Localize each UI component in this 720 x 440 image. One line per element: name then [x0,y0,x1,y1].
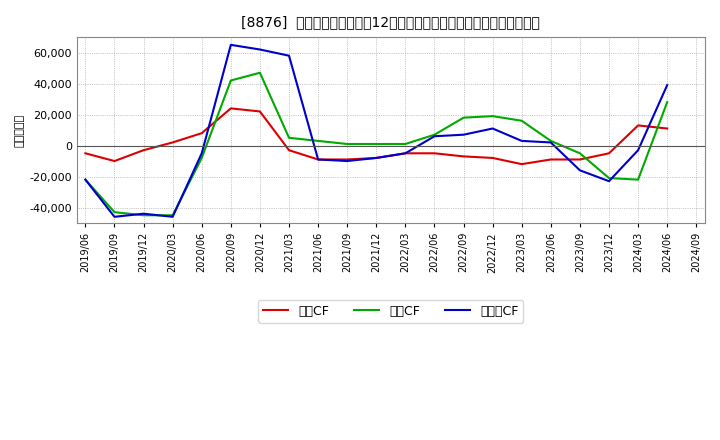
営業CF [634,123,642,128]
フリーCF [256,47,264,52]
投資CF [168,213,177,218]
営業CF [343,157,351,162]
営業CF [168,140,177,145]
投資CF [343,141,351,147]
営業CF [546,157,555,162]
投資CF [430,132,438,137]
投資CF [459,115,468,120]
営業CF [372,155,381,161]
営業CF [430,150,438,156]
営業CF [605,150,613,156]
Legend: 営業CF, 投資CF, フリーCF: 営業CF, 投資CF, フリーCF [258,300,523,323]
フリーCF [227,42,235,48]
営業CF [459,154,468,159]
投資CF [110,209,119,215]
営業CF [401,150,410,156]
フリーCF [284,53,293,59]
フリーCF [343,158,351,164]
営業CF [81,150,90,156]
投資CF [605,176,613,181]
フリーCF [575,168,584,173]
投資CF [518,118,526,123]
投資CF [227,78,235,83]
投資CF [663,99,672,105]
フリーCF [546,140,555,145]
フリーCF [518,138,526,143]
営業CF [518,161,526,167]
フリーCF [634,147,642,153]
投資CF [401,141,410,147]
営業CF [488,155,497,161]
投資CF [139,213,148,218]
投資CF [575,150,584,156]
投資CF [488,114,497,119]
フリーCF [401,150,410,156]
Line: 営業CF: 営業CF [86,108,667,164]
投資CF [314,138,323,143]
フリーCF [110,214,119,220]
フリーCF [488,126,497,131]
投資CF [284,135,293,140]
フリーCF [314,157,323,162]
営業CF [663,126,672,131]
Line: 投資CF: 投資CF [86,73,667,215]
営業CF [314,157,323,162]
営業CF [256,109,264,114]
営業CF [197,131,206,136]
投資CF [81,177,90,182]
フリーCF [139,211,148,216]
フリーCF [81,177,90,182]
営業CF [575,157,584,162]
営業CF [110,158,119,164]
フリーCF [372,155,381,161]
Title: [8876]  キャッシュフローの12か月移動合計の対前年同期増減額の推移: [8876] キャッシュフローの12か月移動合計の対前年同期増減額の推移 [241,15,540,29]
フリーCF [197,150,206,156]
営業CF [227,106,235,111]
フリーCF [663,82,672,88]
投資CF [197,155,206,161]
営業CF [139,147,148,153]
フリーCF [459,132,468,137]
フリーCF [168,214,177,220]
投資CF [372,141,381,147]
投資CF [256,70,264,75]
Y-axis label: （百万円）: （百万円） [15,114,25,147]
投資CF [546,138,555,143]
Line: フリーCF: フリーCF [86,45,667,217]
投資CF [634,177,642,182]
フリーCF [430,134,438,139]
営業CF [284,147,293,153]
フリーCF [605,179,613,184]
